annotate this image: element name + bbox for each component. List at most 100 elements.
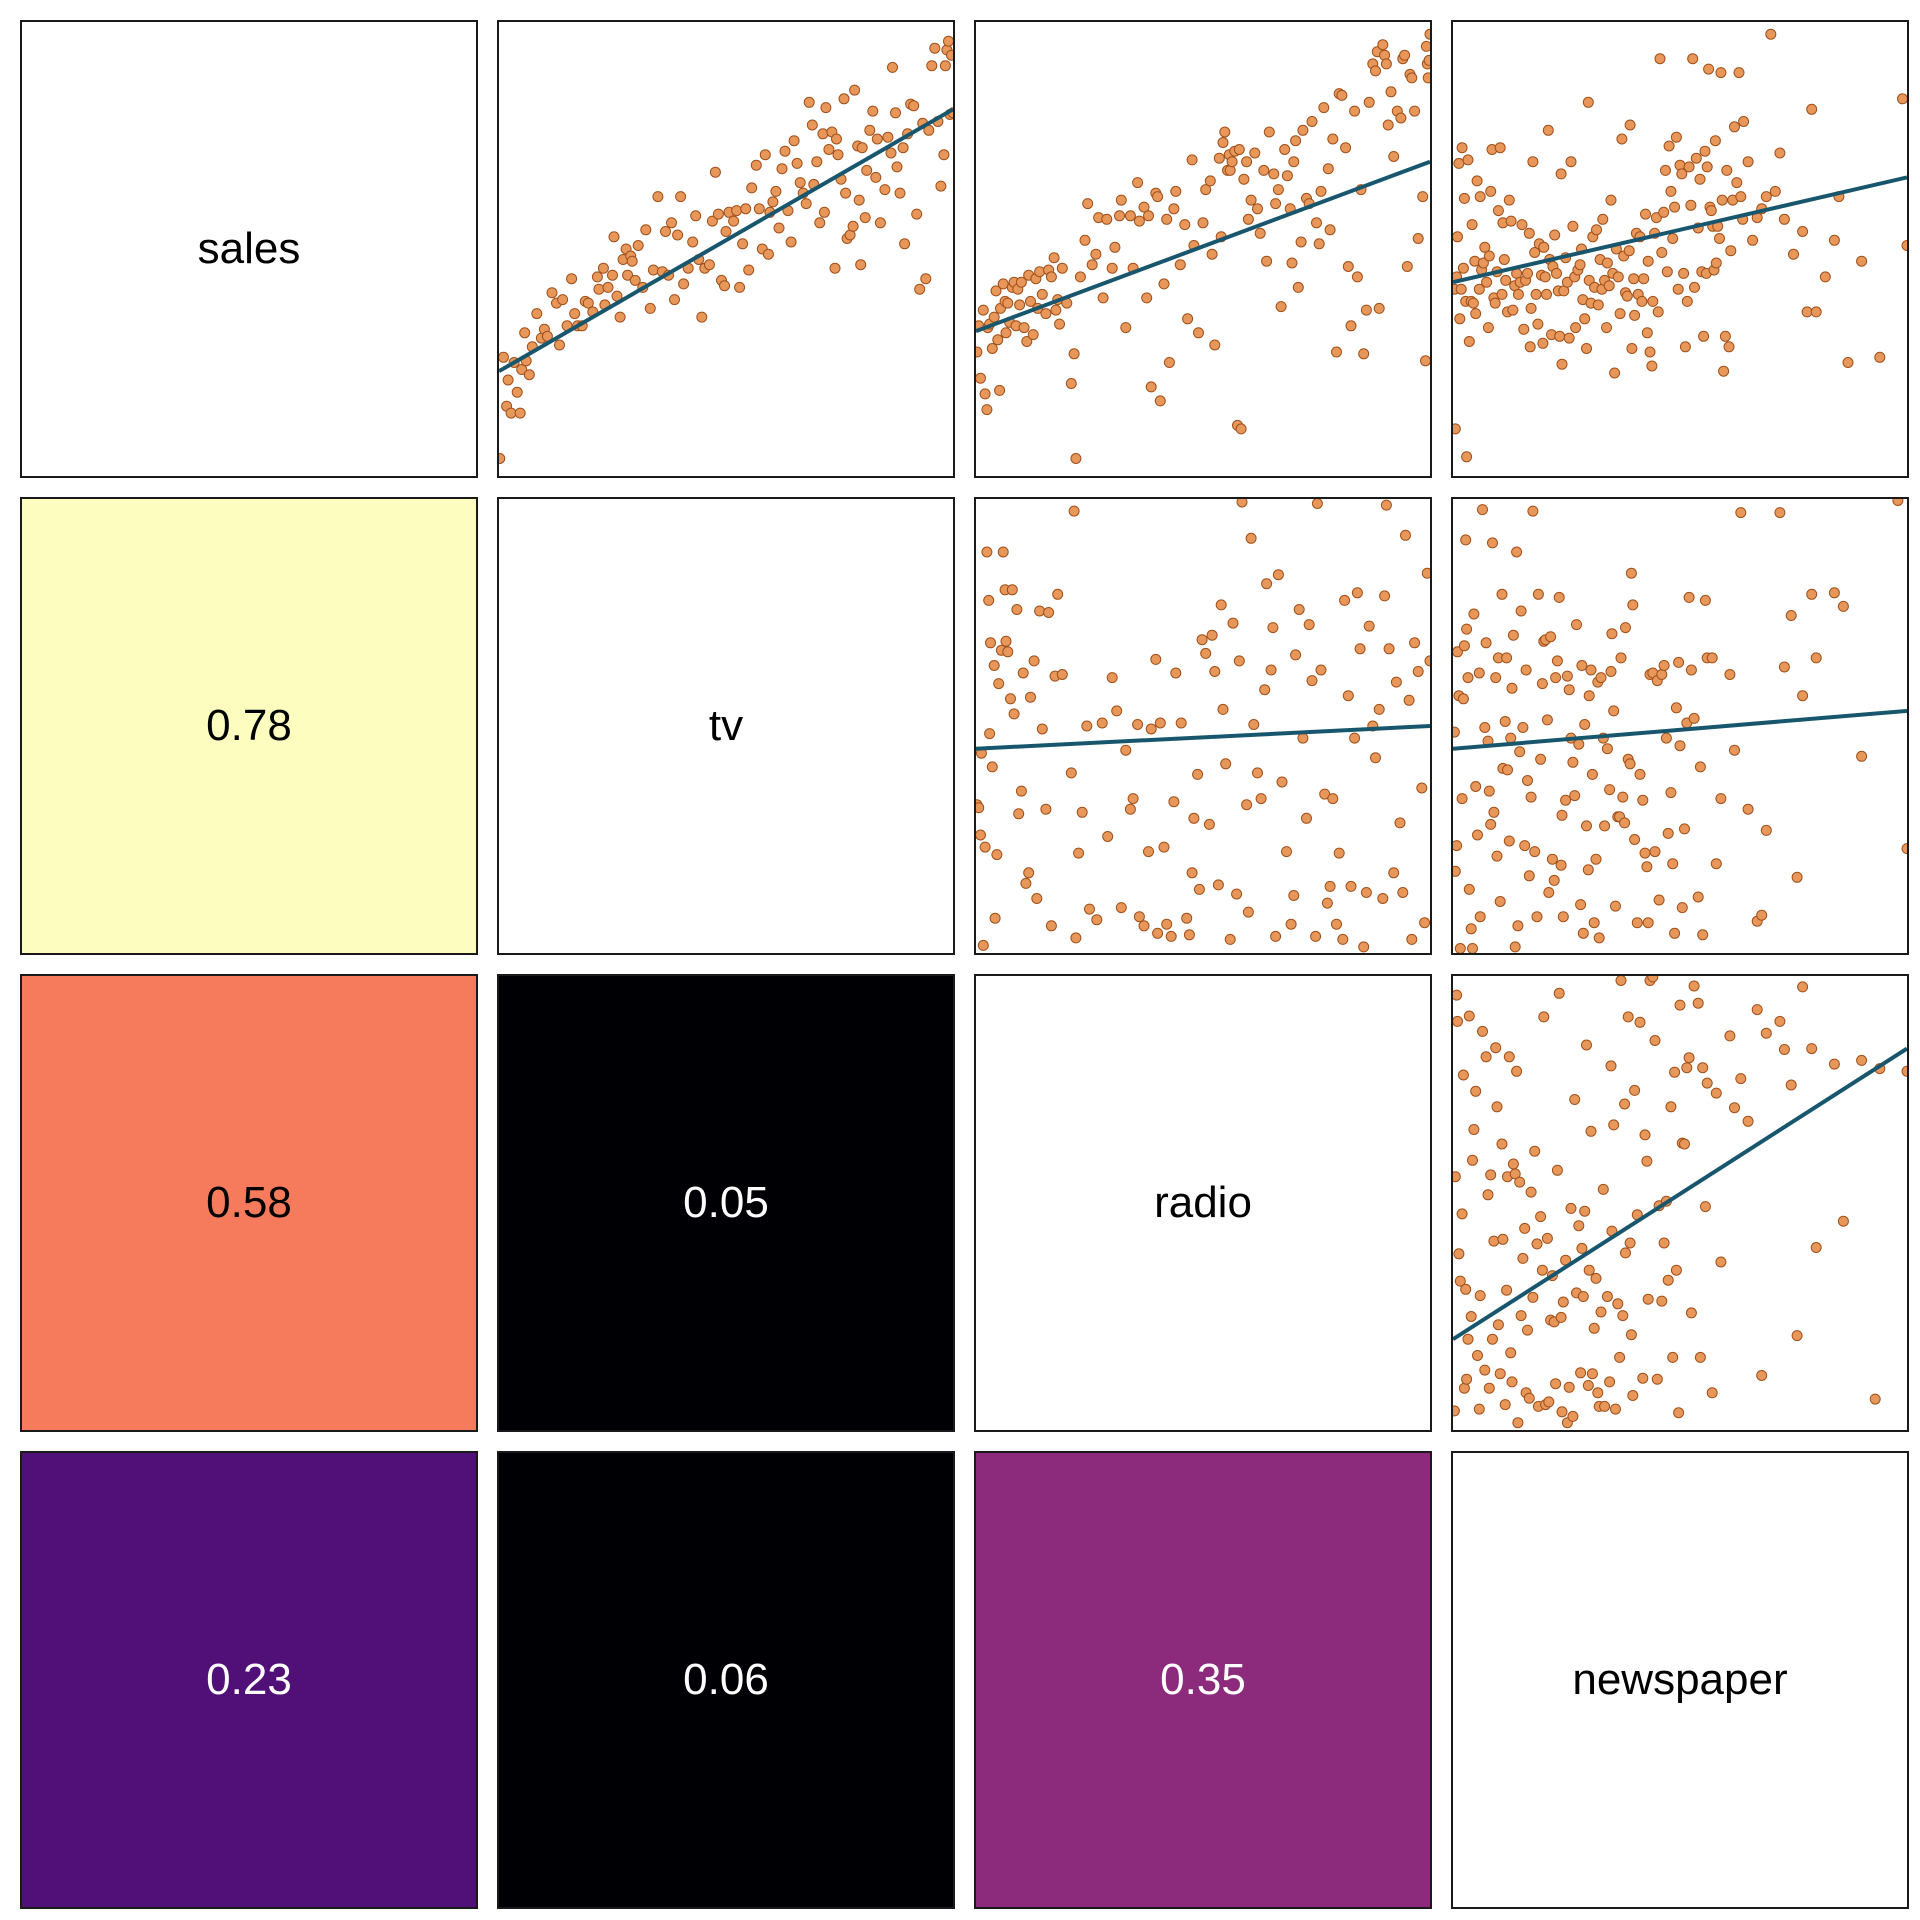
data-point	[597, 262, 609, 274]
data-point	[614, 311, 626, 323]
data-point	[1200, 184, 1212, 196]
data-point	[976, 829, 986, 841]
data-point	[1742, 803, 1754, 815]
data-point	[502, 374, 514, 386]
data-point	[1769, 185, 1781, 197]
data-point	[1324, 880, 1336, 892]
data-point	[734, 281, 746, 293]
data-point	[1154, 717, 1166, 729]
data-point	[1390, 676, 1402, 688]
data-point	[1248, 719, 1260, 730]
data-point	[1658, 1237, 1670, 1249]
data-point	[1468, 1124, 1480, 1135]
data-point	[1163, 357, 1175, 368]
data-point	[1679, 823, 1690, 835]
data-point	[1013, 808, 1025, 820]
data-point	[1406, 72, 1418, 84]
data-point	[1193, 327, 1204, 339]
data-point	[505, 407, 517, 419]
data-point	[1522, 775, 1533, 786]
data-point	[1523, 870, 1535, 882]
data-point	[1458, 1382, 1470, 1394]
data-point	[1315, 664, 1327, 676]
data-point	[703, 259, 715, 271]
data-point	[1579, 719, 1591, 730]
data-point	[1482, 322, 1494, 334]
data-point	[1213, 152, 1225, 164]
scatter-plot	[1453, 499, 1907, 953]
data-point	[1115, 194, 1127, 206]
data-point	[988, 311, 1000, 323]
data-point	[1550, 672, 1562, 684]
data-point	[1778, 661, 1790, 673]
data-point	[1403, 694, 1415, 706]
data-point	[1634, 768, 1646, 780]
data-point	[1453, 423, 1461, 435]
data-point	[1806, 1043, 1818, 1055]
data-point	[997, 546, 1009, 558]
data-point	[557, 294, 569, 306]
data-point	[1828, 587, 1840, 599]
data-point	[1501, 652, 1513, 664]
data-point	[1511, 546, 1523, 558]
data-point	[914, 283, 926, 295]
data-point	[1612, 271, 1624, 283]
data-point	[1582, 96, 1594, 108]
data-point	[1477, 1025, 1488, 1037]
scatter-panel-sales-radio	[974, 20, 1432, 478]
data-point	[1612, 1298, 1624, 1310]
data-point	[1529, 247, 1541, 258]
data-point	[847, 220, 859, 232]
data-point	[1569, 790, 1581, 802]
data-point	[1453, 865, 1461, 877]
data-point	[1461, 451, 1473, 463]
data-point	[1342, 690, 1354, 702]
data-point	[1015, 276, 1027, 288]
data-point	[1349, 105, 1361, 117]
data-point	[976, 346, 983, 358]
data-point	[720, 226, 732, 237]
data-point	[1595, 672, 1607, 684]
data-point	[1453, 1248, 1465, 1260]
data-point	[1020, 877, 1032, 889]
correlation-value: 0.58	[206, 1178, 292, 1227]
data-point	[519, 327, 531, 339]
data-point	[1462, 1333, 1474, 1345]
data-point	[1453, 1171, 1461, 1183]
data-point	[988, 660, 1000, 671]
data-point	[994, 384, 1006, 396]
data-point	[1683, 161, 1695, 173]
data-point	[1615, 652, 1627, 664]
data-point	[511, 386, 523, 398]
data-point	[1463, 883, 1475, 895]
data-point	[1124, 210, 1136, 222]
data-point	[582, 297, 594, 309]
data-point	[1672, 283, 1684, 295]
data-point	[546, 287, 558, 299]
data-point	[1735, 1073, 1747, 1085]
data-point	[1417, 191, 1429, 203]
data-point	[1454, 1275, 1466, 1287]
data-point	[1625, 567, 1637, 579]
data-point	[1515, 605, 1527, 617]
data-point	[1565, 1202, 1577, 1214]
data-point	[1729, 121, 1740, 133]
data-point	[1111, 705, 1123, 717]
data-point	[1660, 732, 1672, 744]
data-point	[1509, 1168, 1521, 1180]
data-point	[1604, 784, 1616, 796]
data-point	[1124, 803, 1136, 815]
scatter-plot	[976, 499, 1430, 953]
data-point	[1538, 241, 1550, 253]
data-point	[1005, 693, 1016, 705]
data-point	[737, 238, 749, 250]
data-point	[977, 939, 989, 951]
data-point	[779, 145, 791, 157]
data-point	[1470, 1085, 1482, 1097]
data-point	[1582, 864, 1594, 876]
data-point	[1259, 684, 1271, 696]
data-point	[1785, 1079, 1797, 1091]
data-point	[1456, 142, 1468, 154]
data-point	[1597, 213, 1609, 225]
data-point	[1025, 295, 1036, 307]
